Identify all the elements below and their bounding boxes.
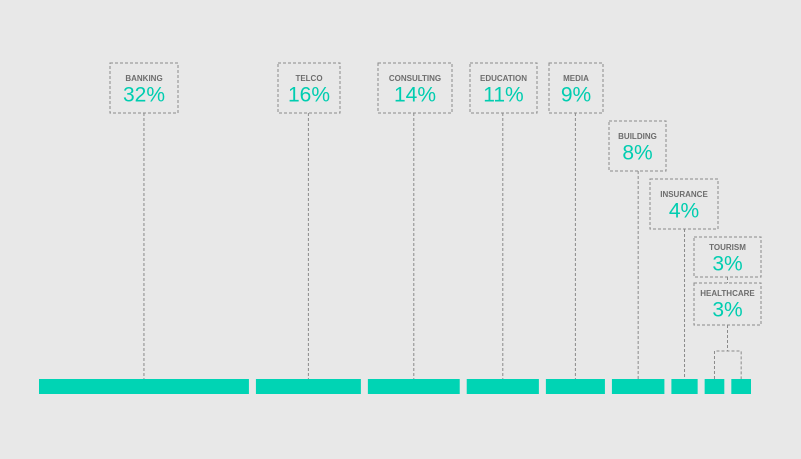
category-label: TELCO (295, 74, 322, 83)
callout-box (649, 178, 719, 230)
value-label: 14% (394, 84, 436, 107)
value-label: 8% (622, 142, 652, 165)
callout-box (548, 62, 604, 114)
value-label: 3% (712, 299, 742, 322)
category-label: BANKING (125, 74, 162, 83)
callout-box (377, 62, 453, 114)
callout-box (277, 62, 341, 114)
bar-segment (611, 379, 665, 394)
category-label: INSURANCE (660, 190, 708, 199)
value-label: 4% (669, 200, 699, 223)
bar-segment (731, 379, 751, 394)
value-label: 16% (288, 84, 330, 107)
bar-segment (671, 379, 698, 394)
category-label: TOURISM (709, 243, 746, 252)
bar-segment (39, 379, 249, 394)
category-label: HEALTHCARE (700, 289, 755, 298)
category-label: CONSULTING (389, 74, 441, 83)
bar-segment (466, 379, 539, 394)
category-label: MEDIA (563, 74, 589, 83)
category-label: EDUCATION (480, 74, 527, 83)
leader-line (713, 325, 742, 379)
bar-segment (255, 379, 361, 394)
value-label: 32% (123, 84, 165, 107)
bar-segment (704, 379, 725, 394)
bar-segment (545, 379, 605, 394)
value-label: 11% (483, 84, 523, 107)
bar-segment (367, 379, 460, 394)
category-label: BUILDING (618, 132, 657, 141)
callout-box (608, 120, 667, 172)
value-label: 3% (712, 253, 742, 276)
callout-box (469, 62, 538, 114)
value-label: 9% (561, 84, 591, 107)
